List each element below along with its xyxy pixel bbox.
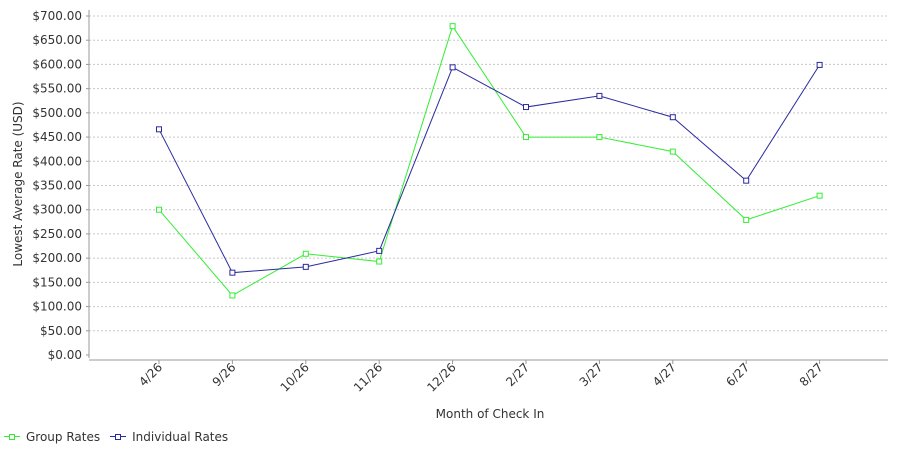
x-axis-title: Month of Check In	[436, 407, 545, 421]
x-tick-label: 4/27	[650, 360, 679, 389]
data-point-group-rates[interactable]	[229, 292, 236, 299]
data-point-individual-rates[interactable]	[449, 64, 456, 71]
x-tick-label: 4/26	[136, 360, 165, 389]
legend-label-group-rates: Group Rates	[26, 430, 101, 444]
data-point-group-rates[interactable]	[156, 206, 162, 213]
series-group-rates	[156, 23, 823, 299]
data-point-individual-rates[interactable]	[743, 177, 750, 184]
data-point-group-rates[interactable]	[816, 192, 823, 199]
data-point-group-rates[interactable]	[376, 258, 383, 265]
x-tick-label: 6/27	[723, 360, 752, 389]
data-point-individual-rates[interactable]	[229, 269, 236, 276]
data-point-individual-rates[interactable]	[376, 247, 383, 254]
series-line-group-rates	[158, 25, 820, 297]
y-axis-title: Lowest Average Rate (USD)	[11, 101, 25, 266]
x-tick-label: 10/26	[278, 360, 312, 394]
x-tick-label: 12/26	[424, 360, 458, 394]
y-tick-label: $50.00	[40, 324, 82, 338]
y-tick-label: $100.00	[32, 300, 82, 314]
x-tick-labels: 4/26 9/26 10/26 11/26 12/26 2/27 3/27 4/27 6/27 8…	[136, 360, 826, 394]
series-group	[156, 23, 823, 299]
y-tick-label: $350.00	[32, 179, 82, 193]
data-point-individual-rates[interactable]	[669, 114, 676, 121]
data-point-individual-rates[interactable]	[596, 92, 603, 99]
y-tick-label: $500.00	[32, 106, 82, 120]
x-tick-label: 11/26	[351, 360, 385, 394]
data-point-group-rates[interactable]	[449, 23, 456, 30]
y-tick-label: $600.00	[32, 57, 82, 71]
y-tick-label: $0.00	[48, 348, 82, 362]
y-tick-label: $150.00	[32, 275, 82, 289]
x-tick-label: 8/27	[797, 360, 826, 389]
x-tick-label: 3/27	[577, 360, 606, 389]
y-tick-labels: $0.00 $50.00 $100.00 $150.00 $200.00 $250.00 $…	[32, 9, 82, 362]
legend-swatch-group-rates	[4, 433, 20, 441]
y-tick-label: $200.00	[32, 251, 82, 265]
data-point-individual-rates[interactable]	[816, 61, 823, 68]
series-individual-rates	[156, 61, 823, 276]
y-tick-label: $650.00	[32, 33, 82, 47]
legend-swatch-individual-rates	[110, 433, 127, 441]
axes	[86, 10, 888, 364]
y-tick-label: $250.00	[32, 227, 82, 241]
legend: Group Rates Individual Rates	[4, 430, 228, 444]
legend-label-individual-rates: Individual Rates	[132, 430, 229, 444]
legend-item-group-rates[interactable]: Group Rates	[4, 430, 100, 444]
data-point-group-rates[interactable]	[743, 216, 750, 223]
x-tick-label: 2/27	[503, 360, 532, 389]
y-tick-label: $400.00	[32, 154, 82, 168]
data-point-individual-rates[interactable]	[156, 126, 162, 133]
data-point-individual-rates[interactable]	[523, 104, 529, 111]
gridlines	[89, 15, 888, 332]
data-point-group-rates[interactable]	[302, 250, 309, 257]
line-chart: $0.00 $50.00 $100.00 $150.00 $200.00 $250.00 $…	[11, 9, 888, 421]
y-tick-label: $450.00	[32, 130, 82, 144]
data-point-group-rates[interactable]	[669, 148, 676, 155]
y-tick-label: $700.00	[32, 9, 82, 23]
x-tick-label: 9/26	[210, 360, 239, 389]
y-tick-label: $550.00	[32, 82, 82, 96]
legend-item-individual-rates[interactable]: Individual Rates	[110, 430, 228, 444]
data-point-group-rates[interactable]	[523, 134, 529, 141]
series-line-individual-rates	[158, 64, 821, 274]
data-point-individual-rates[interactable]	[302, 263, 309, 270]
y-tick-label: $300.00	[32, 203, 82, 217]
data-point-group-rates[interactable]	[596, 134, 603, 141]
